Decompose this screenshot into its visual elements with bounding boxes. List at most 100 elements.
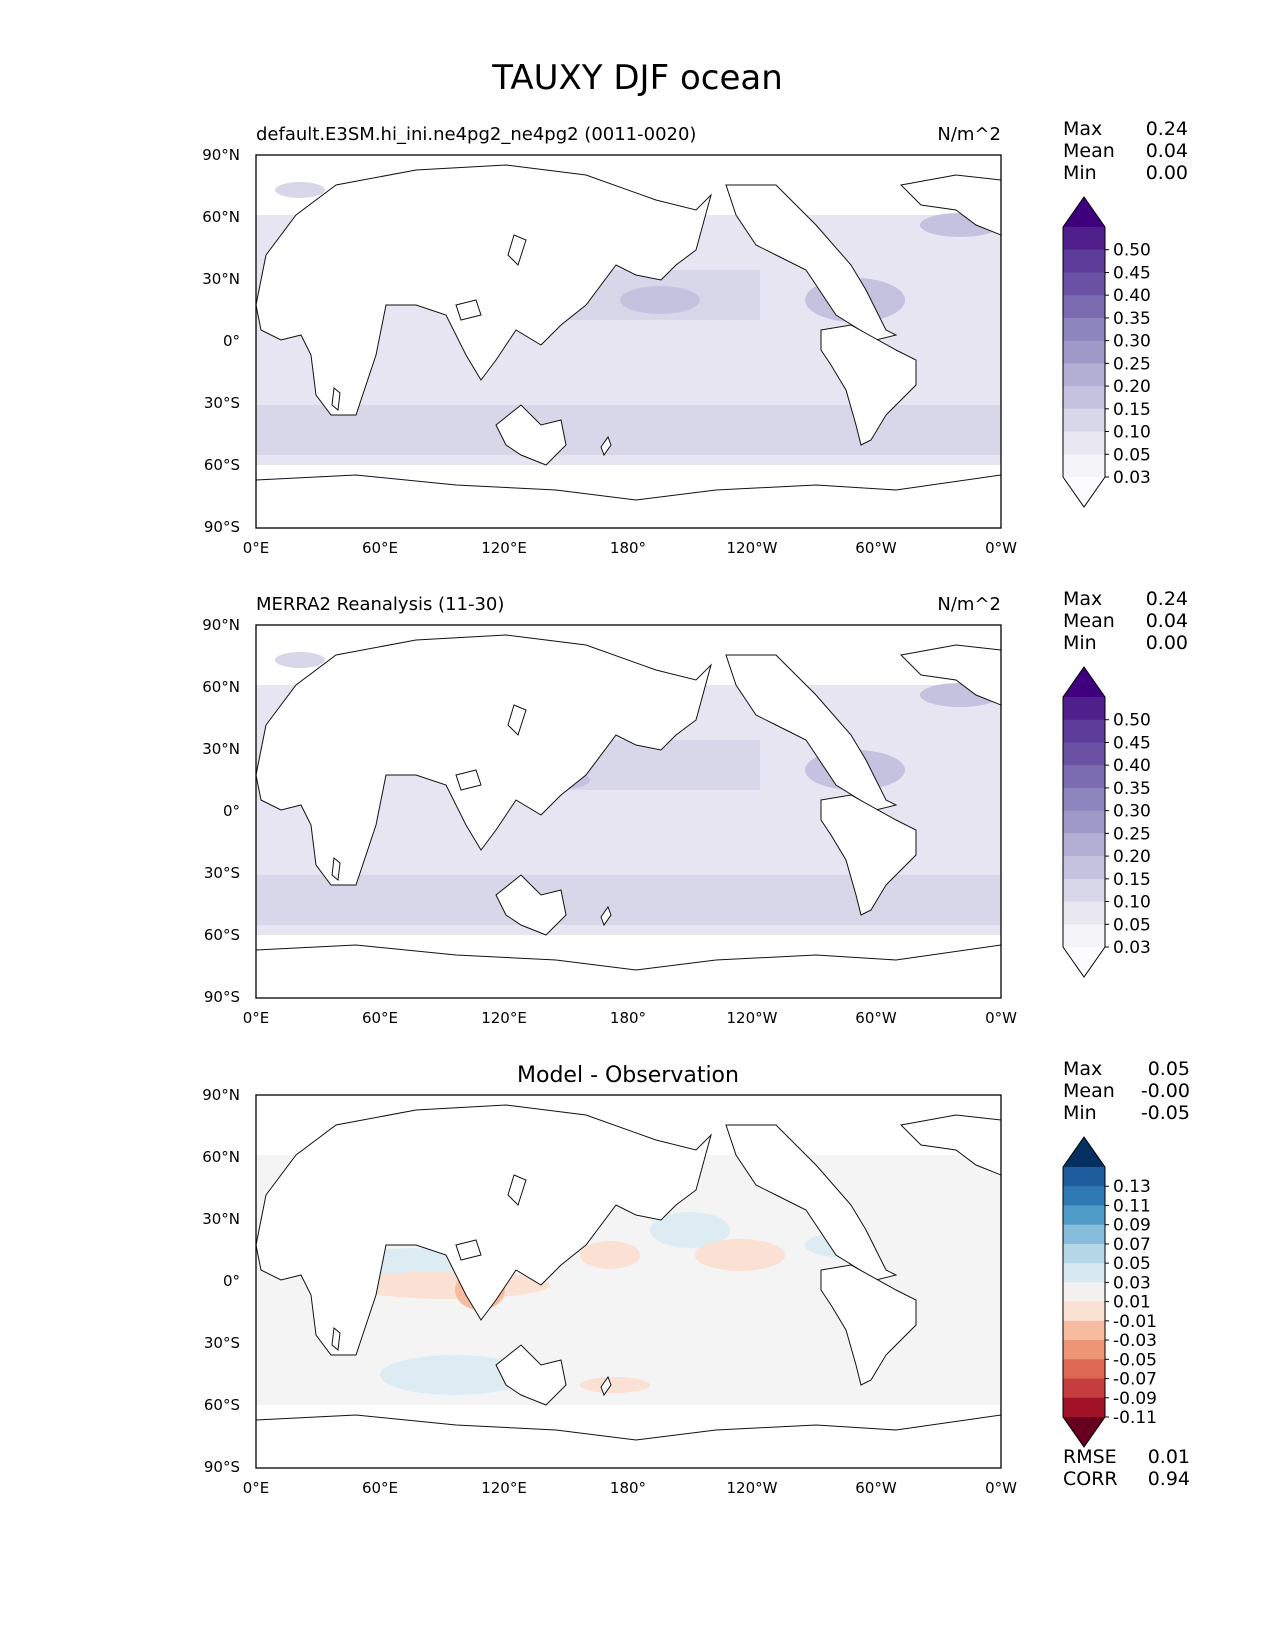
lon-tick: 180° [610, 1479, 646, 1497]
lat-tick: 60°N [202, 208, 240, 226]
panel-title-center: Model - Observation [517, 1063, 739, 1088]
colorbar-segment [1063, 810, 1105, 834]
colorbar-extend-max [1063, 1137, 1105, 1167]
panel-units: N/m^2 [937, 594, 1001, 615]
colorbar-tick-label: -0.11 [1113, 1408, 1157, 1428]
colorbar-tick-label: 0.20 [1113, 377, 1151, 397]
lon-tick: 0°E [243, 1009, 270, 1027]
lat-tick: 60°N [202, 1148, 240, 1166]
figure-title: TAUXY DJF ocean [492, 58, 783, 98]
stat-value: -0.05 [1141, 1102, 1190, 1124]
negative-anomaly [380, 1355, 530, 1395]
colorbar-segment [1063, 454, 1105, 478]
colorbar-segment [1063, 924, 1105, 948]
lat-tick: 0° [223, 1272, 240, 1290]
colorbar-segment [1063, 719, 1105, 743]
stat-value: -0.00 [1141, 1080, 1190, 1102]
colorbar-segment [1063, 1205, 1105, 1226]
negative-anomaly [650, 1212, 730, 1248]
colorbar-tick-label: 0.15 [1113, 400, 1151, 420]
lat-tick: 90°N [202, 1086, 240, 1104]
lat-axis: 90°N 60°N 30°N 0° 30°S 60°S 90°S [202, 616, 240, 1006]
lon-tick: 60°E [362, 539, 398, 557]
stat-label: Max [1063, 118, 1102, 140]
colorbar-tick-label: 0.10 [1113, 893, 1151, 913]
colorbar-tick-label: 0.30 [1113, 332, 1151, 352]
map-area [256, 625, 1001, 998]
stat-label: Min [1063, 1102, 1097, 1124]
lon-tick: 0°W [985, 1479, 1017, 1497]
positive-anomaly [695, 1239, 785, 1271]
colorbar-segment [1063, 742, 1105, 766]
colorbar-tick-label: 0.25 [1113, 354, 1151, 374]
north-atlantic-patch [275, 182, 325, 198]
lat-tick: 0° [223, 332, 240, 350]
panel-title-left: MERRA2 Reanalysis (11-30) [256, 594, 504, 615]
colorbar-tick-label: 0.03 [1113, 938, 1151, 958]
lon-tick: 60°W [855, 539, 897, 557]
stat-value: 0.04 [1146, 610, 1188, 632]
colorbar-tick-label: 0.05 [1113, 445, 1151, 465]
colorbar-tick-label: 0.13 [1113, 1177, 1151, 1197]
corr-value: 0.94 [1148, 1468, 1190, 1490]
lon-tick: 0°W [985, 539, 1017, 557]
lat-tick: 30°S [204, 864, 240, 882]
map-area [256, 1095, 1001, 1468]
colorbar-segment [1063, 1263, 1105, 1283]
lon-axis: 0°E 60°E 120°E 180° 120°W 60°W 0°W [243, 539, 1017, 557]
colorbar-extend-max [1063, 197, 1105, 227]
lon-tick: 60°W [855, 1009, 897, 1027]
map-area [256, 155, 1001, 528]
colorbar-segment [1063, 295, 1105, 319]
lat-axis: 90°N 60°N 30°N 0° 30°S 60°S 90°S [202, 1086, 240, 1476]
colorbar-tick-label: 0.35 [1113, 779, 1151, 799]
colorbar-extend-min [1063, 1417, 1105, 1447]
lon-axis: 0°E 60°E 120°E 180° 120°W 60°W 0°W [243, 1479, 1017, 1497]
colorbar-segment [1063, 431, 1105, 455]
colorbar-tick-label: 0.03 [1113, 468, 1151, 488]
positive-anomaly [580, 1377, 650, 1393]
lon-tick: 0°W [985, 1009, 1017, 1027]
stat-label: Min [1063, 162, 1097, 184]
lon-tick: 60°E [362, 1479, 398, 1497]
colorbar-tick-label: 0.30 [1113, 802, 1151, 822]
colorbar-tick-label: 0.03 [1113, 1273, 1151, 1293]
positive-anomaly [580, 1241, 640, 1269]
lat-tick: 90°S [204, 1458, 240, 1476]
corr-label: CORR [1063, 1468, 1118, 1490]
colorbar-tick-label: 0.40 [1113, 286, 1151, 306]
colorbar-tick-label: -0.07 [1113, 1370, 1157, 1390]
lon-tick: 120°W [727, 539, 778, 557]
stat-label: Mean [1063, 1080, 1115, 1102]
colorbar-tick-label: -0.03 [1113, 1331, 1157, 1351]
colorbar-tick-label: 0.07 [1113, 1235, 1151, 1255]
panel-reference: MERRA2 Reanalysis (11-30) N/m^2 90°N 60°… [202, 588, 1188, 1027]
colorbar: 0.130.110.090.070.050.030.01-0.01-0.03-0… [1062, 1136, 1157, 1448]
colorbar-segment [1063, 1282, 1105, 1303]
lat-tick: 30°S [204, 1334, 240, 1352]
colorbar-tick-label: 0.25 [1113, 824, 1151, 844]
colorbar-segment [1063, 340, 1105, 364]
stat-value: 0.04 [1146, 140, 1188, 162]
colorbar-tick-label: 0.40 [1113, 756, 1151, 776]
stat-value: 0.05 [1148, 1058, 1190, 1080]
lon-tick: 120°E [481, 539, 527, 557]
lat-tick: 60°S [204, 1396, 240, 1414]
lon-tick: 120°W [727, 1479, 778, 1497]
lon-tick: 120°W [727, 1009, 778, 1027]
lon-tick: 0°E [243, 1479, 270, 1497]
colorbar-segment [1063, 386, 1105, 410]
lat-tick: 30°N [202, 740, 240, 758]
lat-tick: 30°N [202, 270, 240, 288]
map-frame [255, 154, 1002, 529]
north-atlantic-patch [275, 652, 325, 668]
colorbar-segment [1063, 408, 1105, 433]
stat-label: Mean [1063, 610, 1115, 632]
colorbar-segment [1063, 787, 1105, 812]
stat-value: 0.00 [1146, 632, 1188, 654]
stat-value: 0.00 [1146, 162, 1188, 184]
lon-tick: 180° [610, 1009, 646, 1027]
colorbar: 0.500.45 0.40 0.35 0.300.25 0.20 0.15 0.100.05… [1062, 196, 1151, 508]
colorbar-tick-label: 0.01 [1113, 1293, 1151, 1313]
lon-tick: 0°E [243, 539, 270, 557]
